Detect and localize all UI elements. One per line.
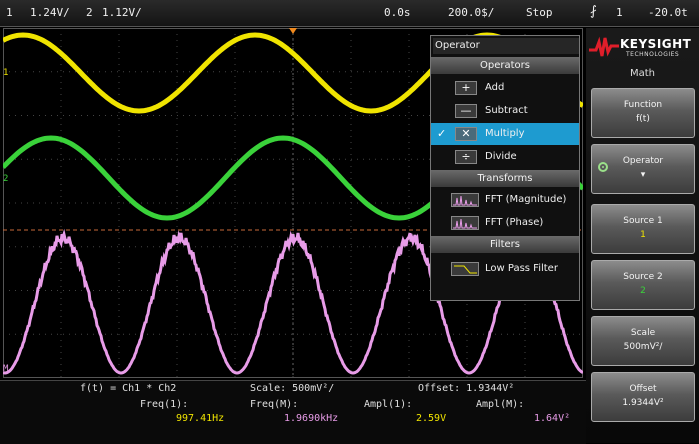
fft-icon <box>451 216 479 230</box>
menu-item-label: Divide <box>485 151 517 162</box>
brand-sub: TECHNOLOGIES <box>626 51 680 58</box>
menu-item-divide[interactable]: ÷ Divide <box>431 146 579 168</box>
softkey-label: Source 2 <box>623 272 663 282</box>
subtract-icon: — <box>455 104 477 118</box>
section-operators: Operators <box>431 57 579 74</box>
softkey-value: 1.9344V² <box>622 398 664 408</box>
softkey-menu-title: Math <box>629 68 655 79</box>
meas-value-freq1: 997.41Hz <box>176 413 225 424</box>
math-scale-readout: Scale: 500mV²/ <box>250 383 335 394</box>
trigger-level[interactable]: -20.0t <box>648 6 688 19</box>
operator-menu: Operator Operators + Add — Subtract ✓ ✕ … <box>430 35 580 301</box>
ch1-number: 1 <box>6 6 13 19</box>
lowpass-icon <box>451 262 479 276</box>
brand-name: KEYSIGHT <box>620 37 692 51</box>
softkey-value: 500mV²/ <box>623 342 663 352</box>
offset-softkey[interactable]: Offset 1.9344V² <box>591 372 695 422</box>
keysight-wave-icon <box>589 36 619 57</box>
check-icon: ✓ <box>437 127 447 140</box>
menu-item-subtract[interactable]: — Subtract <box>431 100 579 122</box>
meas-label-amplm: Ampl(M): <box>476 399 525 410</box>
source2-softkey[interactable]: Source 2 2 <box>591 260 695 310</box>
math-offset-readout: Offset: 1.9344V² <box>418 383 515 394</box>
trigger-edge-icon: ⨏ <box>590 4 597 19</box>
entry-knob-icon <box>598 162 608 172</box>
softkey-panel: KEYSIGHT TECHNOLOGIES Math Function f(t)… <box>586 28 699 443</box>
operator-softkey[interactable]: Operator ▾ <box>591 144 695 194</box>
section-transforms: Transforms <box>431 170 579 187</box>
meas-label-ampl1: Ampl(1): <box>364 399 413 410</box>
trigger-source: 1 <box>616 6 623 19</box>
section-filters: Filters <box>431 236 579 253</box>
keysight-logo: KEYSIGHT TECHNOLOGIES <box>586 30 699 64</box>
menu-item-low-pass-filter[interactable]: Low Pass Filter <box>431 258 579 280</box>
ch2-scale[interactable]: 1.12V/ <box>102 6 142 19</box>
softkey-value: f(t) <box>636 114 650 124</box>
softkey-label: Operator <box>622 156 664 166</box>
math-formula: f(t) = Ch1 * Ch2 <box>80 383 177 394</box>
softkey-label: Offset <box>629 384 657 394</box>
ch1-ground-marker[interactable]: 1 <box>3 68 9 78</box>
trigger-position-marker <box>289 28 297 34</box>
math-ground-marker[interactable]: M <box>3 364 9 374</box>
menu-item-add[interactable]: + Add <box>431 77 579 99</box>
menu-item-label: Subtract <box>485 105 528 116</box>
menu-item-label: FFT (Magnitude) <box>485 194 567 205</box>
fft-icon <box>451 193 479 207</box>
source1-softkey[interactable]: Source 1 1 <box>591 204 695 254</box>
math-waveform <box>3 228 583 375</box>
meas-label-freq1: Freq(1): <box>140 399 189 410</box>
status-bar: 1 1.24V/ 2 1.12V/ 0.0s 200.0$/ Stop ⨏ 1 … <box>0 0 699 27</box>
function-softkey[interactable]: Function f(t) <box>591 88 695 138</box>
meas-value-freqm: 1.9690kHz <box>284 413 339 424</box>
menu-item-label: Multiply <box>485 128 525 139</box>
meas-value-ampl1: 2.59V <box>416 413 447 424</box>
menu-item-fft-phase[interactable]: FFT (Phase) <box>431 212 579 234</box>
softkey-value: 1 <box>640 230 646 240</box>
ch2-ground-marker[interactable]: 2 <box>3 174 9 184</box>
menu-item-label: FFT (Phase) <box>485 217 544 228</box>
scale-softkey[interactable]: Scale 500mV²/ <box>591 316 695 366</box>
add-icon: + <box>455 81 477 95</box>
meas-value-amplm: 1.64V² <box>534 413 571 424</box>
multiply-icon: ✕ <box>455 127 477 141</box>
menu-item-multiply[interactable]: ✓ ✕ Multiply <box>431 123 579 145</box>
operator-menu-title: Operator <box>433 38 579 54</box>
ch2-number: 2 <box>86 6 93 19</box>
menu-item-fft-magnitude[interactable]: FFT (Magnitude) <box>431 189 579 211</box>
softkey-label: Function <box>623 100 663 110</box>
time-delay[interactable]: 0.0s <box>384 6 411 19</box>
menu-item-label: Low Pass Filter <box>485 263 558 274</box>
divide-icon: ÷ <box>455 150 477 164</box>
softkey-label: Scale <box>630 328 656 338</box>
measurement-bar: f(t) = Ch1 * Ch2 Scale: 500mV²/ Offset: … <box>0 380 586 444</box>
softkey-label: Source 1 <box>623 216 663 226</box>
run-state[interactable]: Stop <box>526 6 553 19</box>
meas-label-freqm: Freq(M): <box>250 399 299 410</box>
softkey-value: 2 <box>640 286 646 296</box>
menu-item-label: Add <box>485 82 505 93</box>
time-scale[interactable]: 200.0$/ <box>448 6 495 19</box>
ch1-scale[interactable]: 1.24V/ <box>30 6 70 19</box>
waveform-display[interactable]: 1 2 M Operator Operators + Add — Subtrac… <box>3 28 583 378</box>
softkey-value: ▾ <box>640 170 646 180</box>
